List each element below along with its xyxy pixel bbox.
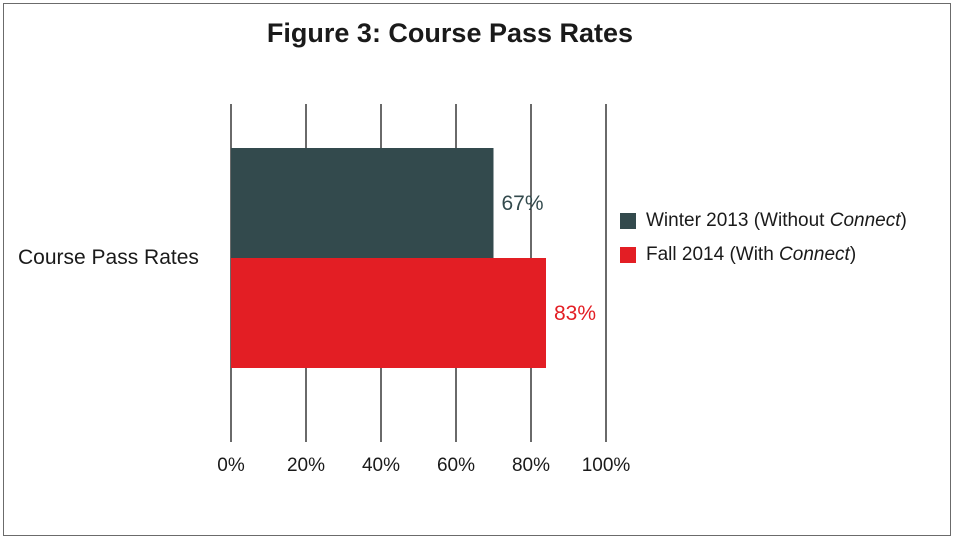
chart-title: Figure 3: Course Pass Rates [266, 18, 634, 48]
x-tick-label: 20% [287, 455, 325, 476]
x-tick-label: 80% [512, 455, 550, 476]
x-tick-label: 0% [217, 455, 245, 476]
legend-item-fall-2014: Fall 2014 (With Connect) [620, 238, 907, 272]
legend-label-fall-2014: Fall 2014 (With Connect) [646, 244, 857, 265]
legend-swatch-fall-2014 [620, 247, 636, 263]
legend: Winter 2013 (Without Connect) Fall 2014 … [620, 204, 907, 272]
data-label: 83% [554, 302, 596, 325]
legend-swatch-winter-2013 [620, 213, 636, 229]
x-tick-label: 60% [437, 455, 475, 476]
x-tick-label: 40% [362, 455, 400, 476]
data-label: 67% [502, 192, 544, 215]
x-tick-label: 100% [582, 455, 631, 476]
bar [231, 148, 494, 258]
bar [231, 258, 546, 368]
legend-label-winter-2013: Winter 2013 (Without Connect) [646, 210, 907, 231]
y-category-label: Course Pass Rates [18, 246, 199, 269]
legend-item-winter-2013: Winter 2013 (Without Connect) [620, 204, 907, 238]
